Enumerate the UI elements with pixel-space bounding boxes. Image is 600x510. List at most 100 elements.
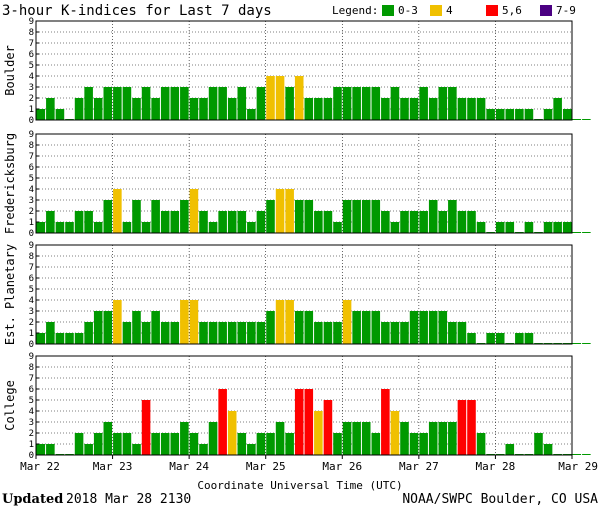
bar (294, 76, 304, 120)
bar (218, 211, 227, 233)
bar (113, 189, 122, 233)
bar (237, 433, 247, 455)
x-tick-label: Mar 28 (476, 460, 516, 473)
bar (151, 433, 160, 455)
bar (428, 422, 438, 455)
bar (553, 222, 562, 233)
chart-title: 3-hour K-indices for Last 7 days (2, 3, 272, 19)
bar (400, 98, 409, 120)
bar (160, 211, 170, 233)
bar (294, 389, 304, 455)
bar (36, 333, 46, 344)
legend-entry-1: 4 (446, 4, 453, 17)
bar (113, 433, 122, 455)
bar (74, 98, 84, 120)
bar (438, 311, 448, 344)
bar (247, 444, 256, 455)
bar (352, 200, 361, 233)
bar (524, 109, 534, 120)
y-tick-label: 0 (29, 340, 34, 350)
bar (448, 422, 457, 455)
bar (448, 322, 457, 344)
bar (543, 109, 553, 120)
bar (352, 311, 361, 344)
bar (304, 98, 314, 120)
bar (285, 300, 294, 344)
bar (476, 222, 486, 233)
bar (122, 433, 132, 455)
bar (36, 444, 46, 455)
updated-value: 2018 Mar 28 2130 (66, 492, 191, 507)
bar (93, 222, 103, 233)
bar (170, 211, 180, 233)
bar (438, 211, 448, 233)
bar (476, 98, 486, 120)
y-tick-label: 7 (29, 152, 34, 162)
bar (304, 311, 314, 344)
bar (352, 87, 361, 120)
bar (371, 87, 381, 120)
bar (457, 400, 467, 455)
bar (371, 200, 381, 233)
bar (582, 119, 591, 120)
bar (323, 98, 333, 120)
y-tick-label: 6 (29, 274, 34, 284)
bar (141, 400, 151, 455)
bar (65, 333, 74, 344)
y-tick-label: 9 (29, 130, 34, 140)
y-tick-label: 2 (29, 429, 34, 439)
bar (141, 222, 151, 233)
y-tick-label: 1 (29, 218, 34, 228)
bar (333, 433, 342, 455)
bar (113, 300, 122, 344)
y-tick-label: 5 (29, 285, 34, 295)
bar (256, 211, 266, 233)
y-tick-label: 9 (29, 17, 34, 27)
y-tick-label: 8 (29, 252, 34, 262)
y-tick-label: 0 (29, 229, 34, 239)
legend-label: Legend: (332, 4, 378, 17)
bar (46, 322, 55, 344)
bar (256, 87, 266, 120)
bar (74, 211, 84, 233)
panel-border (35, 20, 573, 121)
bar (323, 322, 333, 344)
y-tick-label: 5 (29, 396, 34, 406)
bar (74, 433, 84, 455)
bar (275, 422, 285, 455)
bar (294, 200, 304, 233)
bar (543, 444, 553, 455)
updated-label: Updated (2, 492, 63, 507)
bar (208, 322, 218, 344)
bar (476, 433, 486, 455)
bar (314, 211, 323, 233)
bar (160, 322, 170, 344)
bar (266, 311, 275, 344)
bar (227, 411, 237, 455)
bar (113, 87, 122, 120)
y-tick-label: 6 (29, 385, 34, 395)
y-tick-label: 5 (29, 61, 34, 71)
bar (84, 87, 93, 120)
y-tick-label: 1 (29, 329, 34, 339)
y-tick-label: 3 (29, 418, 34, 428)
y-tick-label: 3 (29, 83, 34, 93)
bar (562, 222, 572, 233)
bar (208, 422, 218, 455)
bar (218, 87, 227, 120)
y-tick-label: 2 (29, 318, 34, 328)
x-axis-ticks: Mar 22 Mar 23 Mar 24 Mar 25 Mar 26 Mar 27 Mar … (20, 455, 598, 473)
bar (103, 422, 113, 455)
bar (199, 444, 208, 455)
y-tick-label: 7 (29, 39, 34, 49)
bar (285, 433, 294, 455)
bar (132, 200, 141, 233)
bar (180, 422, 189, 455)
y-tick-label: 4 (29, 296, 34, 306)
bar (266, 433, 275, 455)
bar (553, 98, 562, 120)
panel-label: Est. Planetary (3, 244, 17, 345)
bar (141, 87, 151, 120)
bar (438, 87, 448, 120)
